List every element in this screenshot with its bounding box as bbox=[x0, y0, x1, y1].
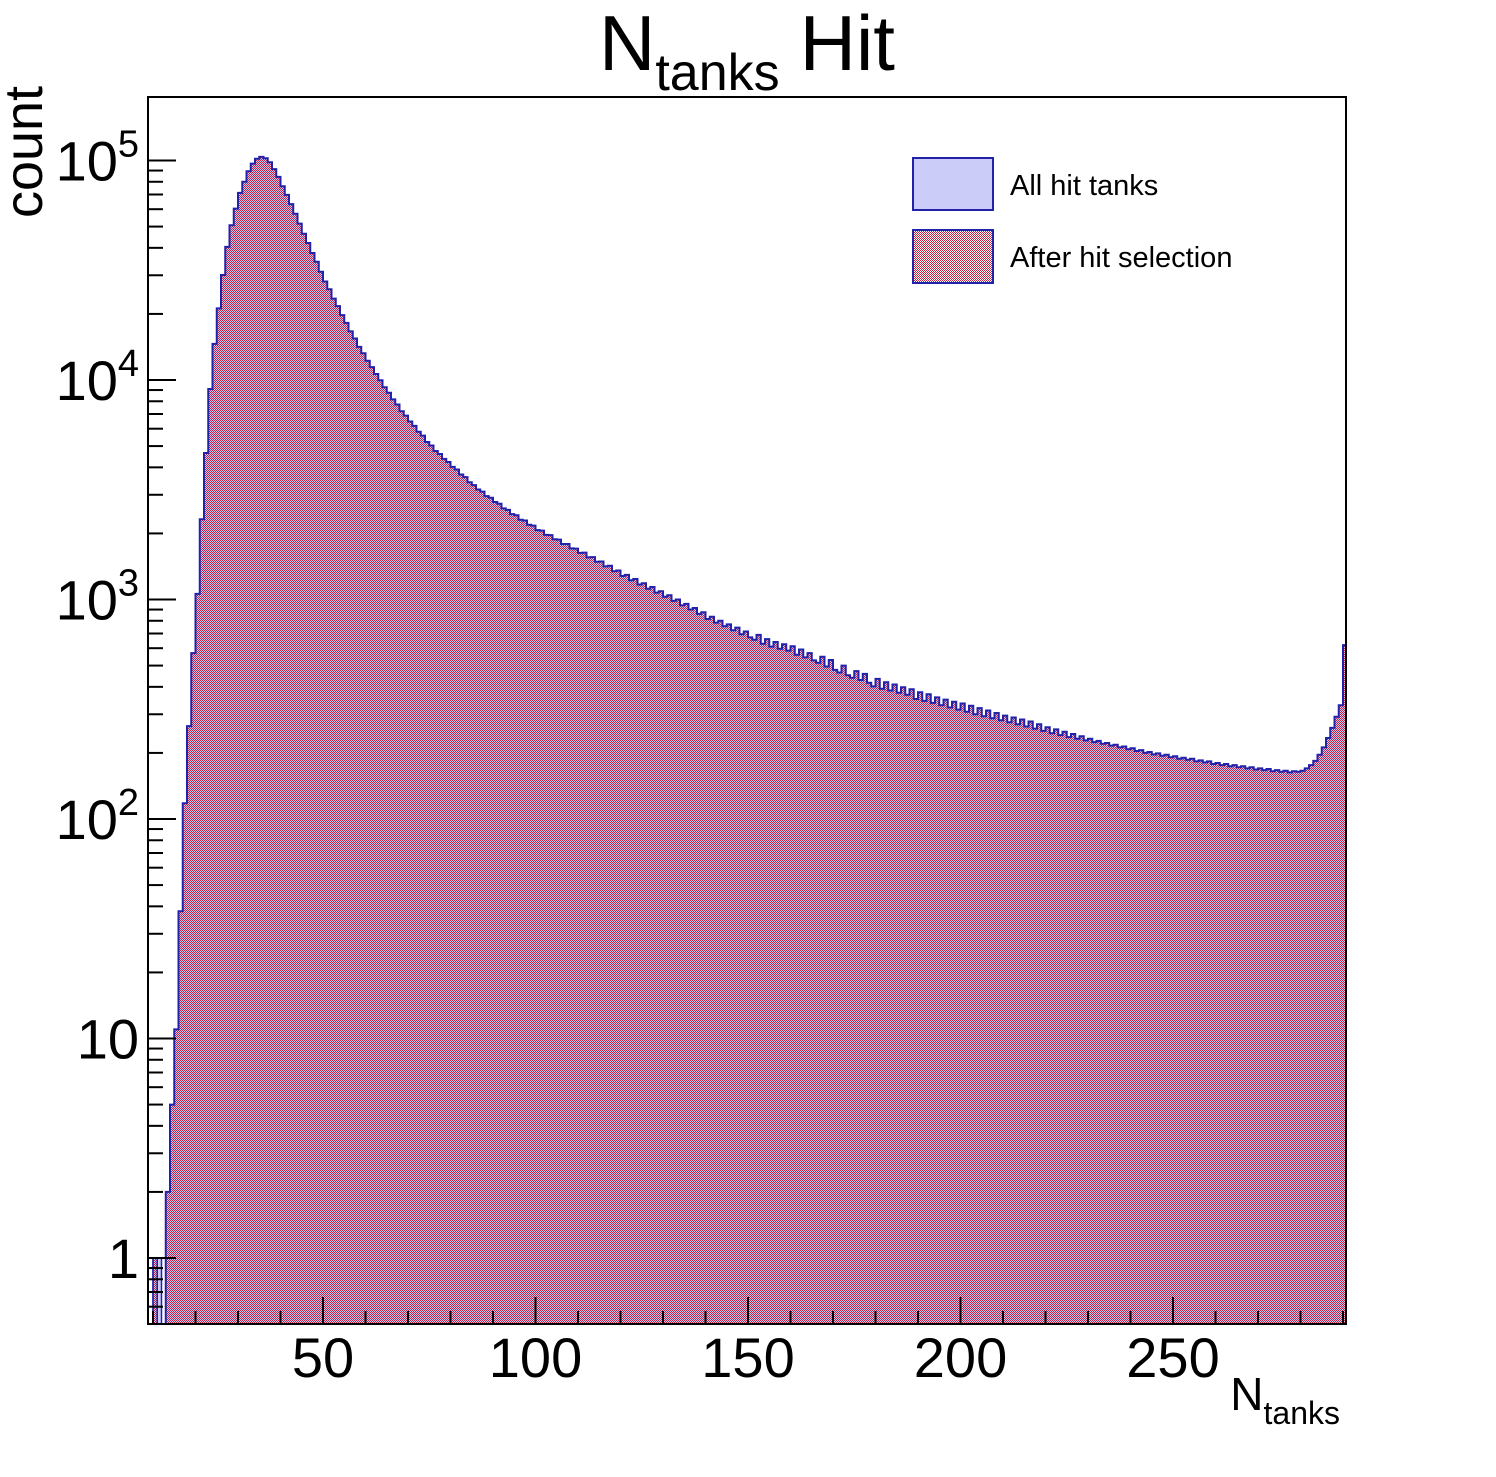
y-tick-label: 1 bbox=[108, 1227, 139, 1290]
y-tick-exponent: 3 bbox=[118, 563, 139, 605]
x-tick-label: 100 bbox=[489, 1326, 582, 1389]
y-tick-exponent: 4 bbox=[118, 343, 139, 385]
histogram-fill-after-hit-selection bbox=[164, 155, 1347, 1325]
x-tick-label: 50 bbox=[292, 1326, 354, 1389]
y-tick-label: 105 bbox=[56, 124, 139, 193]
title-subscript: tanks bbox=[655, 44, 779, 102]
x-axis-title-main: N bbox=[1230, 1368, 1263, 1420]
title-rest: Hit bbox=[800, 0, 896, 87]
x-tick-label: 250 bbox=[1126, 1326, 1219, 1389]
x-axis-title-subscript: tanks bbox=[1264, 1395, 1340, 1431]
legend: All hit tanks After hit selection bbox=[912, 157, 1232, 284]
axis-ticks bbox=[148, 159, 1344, 1324]
legend-label-after-hit-selection: After hit selection bbox=[1010, 242, 1232, 274]
legend-swatch-after-hit-selection bbox=[912, 229, 994, 284]
title-main: N bbox=[599, 0, 655, 87]
x-tick-label: 150 bbox=[701, 1326, 794, 1389]
x-tick-label: 200 bbox=[914, 1326, 1007, 1389]
y-axis-title: count bbox=[0, 86, 54, 218]
y-tick-label: 103 bbox=[56, 563, 139, 632]
y-tick-label: 102 bbox=[56, 782, 139, 851]
plot-title: Ntanks Hit bbox=[599, 0, 895, 102]
y-axis-tick-labels: 1 10 102 103 104 105 bbox=[56, 124, 139, 1291]
x-axis-tick-labels: 50 100 150 200 250 bbox=[292, 1326, 1220, 1389]
y-tick-label: 10 bbox=[77, 1008, 139, 1071]
legend-label-all-hit-tanks: All hit tanks bbox=[1010, 170, 1158, 202]
y-tick-exponent: 2 bbox=[118, 782, 139, 824]
x-axis-title: Ntanks bbox=[1230, 1368, 1340, 1431]
y-tick-exponent: 5 bbox=[118, 124, 139, 166]
legend-swatch-all-hit-tanks bbox=[912, 157, 994, 211]
y-tick-label: 104 bbox=[56, 343, 139, 412]
